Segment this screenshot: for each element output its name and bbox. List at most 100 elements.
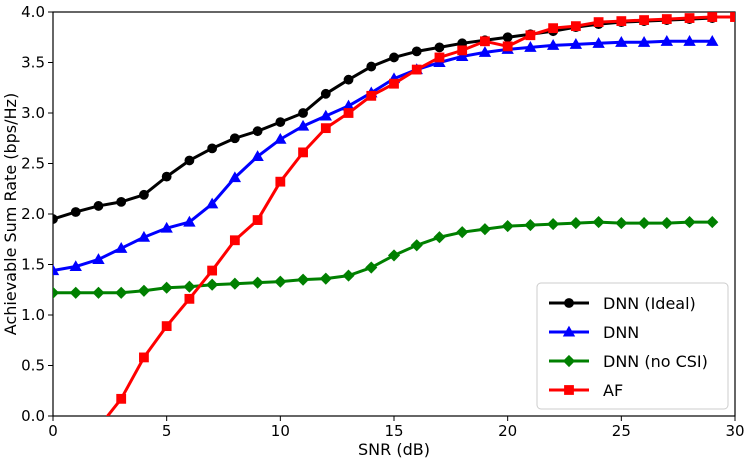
legend-entry-dnn: DNN — [549, 323, 639, 342]
data-point-dnn-ideal — [434, 42, 445, 53]
data-point-dnn-no-csi — [660, 217, 673, 230]
legend-entry-dnn-no-csi: DNN (no CSI) — [549, 352, 708, 371]
y-tick-label: 1.0 — [21, 306, 45, 324]
data-point-dnn-no-csi — [183, 280, 196, 293]
y-tick-label: 2.5 — [21, 155, 45, 173]
data-point-dnn — [569, 38, 583, 49]
data-point-dnn-no-csi — [638, 217, 651, 230]
data-point-af — [207, 265, 218, 276]
series-line-dnn — [53, 39, 714, 273]
series-line-dnn-ideal — [53, 16, 714, 221]
data-point-af — [184, 293, 195, 304]
data-point-dnn-ideal — [343, 74, 354, 85]
data-point-dnn-ideal — [139, 189, 149, 200]
x-axis-label: SNR (dB) — [358, 440, 430, 459]
data-point-af — [616, 16, 627, 26]
data-point-dnn-no-csi — [297, 273, 310, 286]
data-point-dnn — [69, 260, 82, 272]
data-point-dnn-no-csi — [115, 286, 128, 299]
data-point-af — [502, 41, 513, 52]
data-point-af — [252, 215, 263, 225]
data-point-af — [139, 352, 149, 363]
data-point-af — [730, 12, 735, 22]
data-point-dnn-no-csi — [615, 217, 628, 230]
data-point-af — [480, 36, 490, 47]
data-point-dnn — [683, 34, 696, 46]
data-point-dnn — [205, 197, 219, 209]
data-point-af — [366, 90, 377, 101]
legend-marker — [562, 325, 576, 337]
data-point-dnn — [592, 37, 605, 48]
data-point-dnn — [115, 242, 128, 253]
data-point-dnn-no-csi — [456, 226, 469, 239]
data-point-dnn — [637, 35, 651, 47]
data-point-dnn — [53, 264, 60, 276]
data-point-dnn — [160, 221, 173, 233]
data-point-dnn-no-csi — [410, 239, 423, 252]
data-point-dnn-no-csi — [547, 218, 560, 231]
data-point-dnn — [274, 132, 287, 144]
data-point-dnn-no-csi — [592, 216, 605, 229]
legend-entry-af: AF — [549, 381, 623, 400]
y-tick-label: 4.0 — [21, 3, 45, 21]
data-point-af — [343, 108, 354, 118]
data-point-dnn-no-csi — [274, 275, 287, 288]
x-tick-label: 20 — [498, 422, 517, 440]
data-point-af — [707, 12, 718, 22]
data-point-dnn — [137, 230, 151, 242]
y-tick-label: 0.0 — [21, 407, 45, 425]
data-point-af — [570, 21, 581, 32]
data-point-dnn-no-csi — [524, 219, 537, 232]
data-point-af — [275, 176, 286, 187]
data-point-dnn-no-csi — [706, 216, 719, 229]
data-point-dnn-no-csi — [319, 272, 332, 285]
legend-label: DNN — [603, 323, 639, 342]
data-point-af — [411, 64, 422, 75]
x-tick-label: 0 — [48, 422, 58, 440]
x-tick-label: 5 — [162, 422, 172, 440]
data-point-dnn-no-csi — [387, 249, 401, 262]
data-point-dnn-ideal — [320, 88, 331, 99]
data-point-dnn-ideal — [275, 117, 286, 127]
y-tick-label: 0.5 — [21, 357, 45, 375]
data-point-af — [525, 30, 536, 41]
data-point-af — [457, 45, 468, 56]
data-point-dnn-ideal — [389, 52, 399, 63]
data-point-af — [320, 123, 331, 134]
data-point-af — [298, 147, 308, 158]
data-point-af — [593, 17, 604, 28]
data-point-dnn-ideal — [116, 196, 127, 207]
data-point-dnn — [456, 50, 469, 61]
data-point-dnn-no-csi — [478, 223, 491, 236]
data-point-af — [229, 235, 240, 246]
legend-box — [536, 282, 729, 410]
data-point-af — [548, 23, 559, 34]
data-point-af — [684, 13, 695, 23]
data-point-dnn-no-csi — [683, 216, 696, 229]
data-point-dnn-no-csi — [433, 231, 446, 244]
data-point-dnn-ideal — [298, 108, 308, 118]
data-point-dnn-no-csi — [342, 269, 355, 282]
axes-layer: 0 5 10 15 20 25 30 0.0 0.5 1.0 1.5 2.0 2.5 3.0 3.5 4.0 — [21, 3, 744, 440]
series-af — [106, 12, 735, 416]
legend-marker — [564, 385, 574, 395]
data-point-dnn-ideal — [207, 143, 218, 154]
x-tick-label: 10 — [271, 422, 290, 440]
data-point-dnn — [478, 46, 492, 57]
data-point-af — [661, 14, 672, 24]
x-tick-label: 25 — [612, 422, 631, 440]
data-point-dnn — [706, 34, 719, 46]
data-point-dnn-ideal — [93, 201, 104, 211]
series-layer — [53, 12, 735, 416]
data-point-af — [161, 321, 172, 332]
legend-label: AF — [603, 381, 623, 400]
data-point-dnn-ideal — [366, 61, 377, 72]
y-tick-label: 3.5 — [21, 54, 45, 72]
series-dnn-no-csi — [53, 216, 719, 299]
data-point-dnn-ideal — [411, 46, 422, 57]
y-tick-label: 2.0 — [21, 205, 45, 223]
legend-marker — [564, 298, 574, 308]
x-tick-label: 15 — [384, 422, 403, 440]
